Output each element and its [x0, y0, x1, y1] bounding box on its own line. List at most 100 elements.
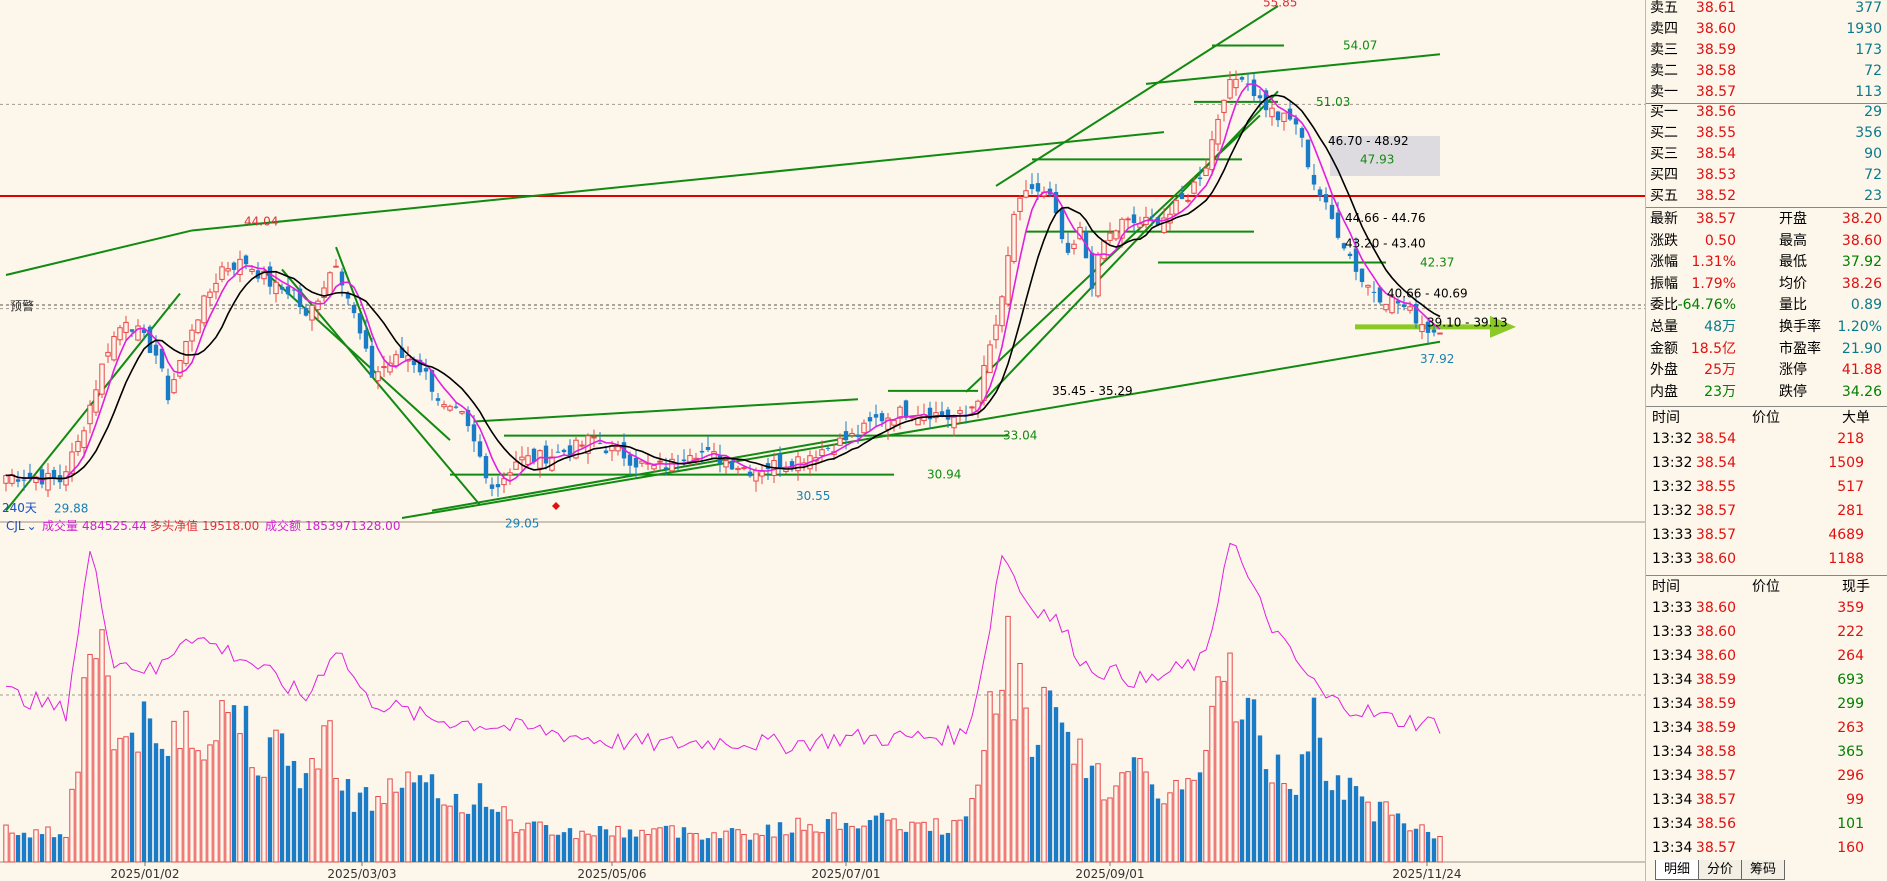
candle	[999, 295, 1005, 333]
candle-body	[1011, 213, 1017, 262]
volume-bar	[213, 740, 219, 863]
tick-vol: 359	[1837, 600, 1864, 616]
candle-body	[21, 479, 27, 481]
price-label: 47.93	[1360, 152, 1394, 166]
price-label: 40.66 - 40.69	[1387, 287, 1468, 301]
bid-vol: 90	[1864, 146, 1882, 162]
volume-bar	[1323, 780, 1329, 862]
candle-body	[249, 268, 255, 272]
volume-bar	[1269, 782, 1275, 863]
candle-body	[1161, 217, 1167, 234]
candle-body	[1437, 332, 1443, 335]
volume-bar	[423, 782, 429, 862]
tick-row: 13:34 38.58 365	[1646, 742, 1887, 763]
candle	[51, 466, 57, 486]
volume-ma-line	[5, 542, 1441, 755]
candle	[1299, 126, 1305, 148]
candle-body	[843, 431, 849, 441]
volume-bar	[981, 750, 987, 863]
volume-bar	[27, 837, 33, 862]
volume-bar	[783, 834, 789, 863]
candle-body	[579, 444, 585, 447]
stat-value: 1.31%	[1691, 254, 1736, 271]
tab-2[interactable]: 筹码	[1741, 860, 1786, 880]
candle-body	[1425, 321, 1431, 333]
tab-1[interactable]: 分价	[1698, 860, 1743, 880]
stat-label: 开盘	[1779, 211, 1807, 227]
marker-diamond	[552, 502, 560, 510]
candle	[159, 348, 165, 372]
tick-time: 13:34	[1652, 672, 1693, 688]
volume-bar	[165, 755, 171, 862]
detail-price: 38.60	[1695, 551, 1736, 567]
volume-bar	[87, 653, 93, 863]
candle-body	[1119, 218, 1125, 239]
detail-row: 13:33 38.57 4689	[1646, 525, 1887, 546]
volume-bar	[1173, 779, 1179, 863]
candle-body	[429, 369, 435, 392]
volume-bar	[111, 749, 117, 863]
candle	[453, 402, 459, 409]
period-label: 240天	[2, 501, 37, 515]
volume-bar	[927, 830, 933, 862]
volume-bar	[885, 819, 891, 863]
volume-bar	[651, 828, 657, 863]
ask-vol: 113	[1855, 84, 1882, 100]
tick-row: 13:33 38.60 359	[1646, 598, 1887, 619]
candle	[1011, 211, 1017, 264]
candle	[1431, 324, 1437, 337]
candle-body	[27, 472, 33, 478]
candle-body	[453, 406, 459, 408]
quote-panel: 卖五 38.61 377 卖四 38.60 1930 卖三 38.59 173 卖二 38.58 72…	[1645, 0, 1887, 881]
candle	[1035, 173, 1041, 200]
candle-body	[225, 268, 231, 272]
svg-text:CJL⌄: CJL ⌄	[6, 519, 37, 533]
candle-body	[117, 327, 123, 341]
candle-body	[345, 293, 351, 299]
detail-row: 13:32 38.54 218	[1646, 429, 1887, 450]
tick-row: 13:33 38.60 222	[1646, 622, 1887, 643]
candle	[87, 400, 93, 434]
volume-bar	[351, 811, 357, 862]
price-label: 44.66 - 44.76	[1345, 211, 1426, 225]
candle	[1023, 180, 1029, 199]
candle	[195, 319, 201, 335]
candle-body	[969, 406, 975, 409]
candle	[1275, 110, 1281, 127]
candle	[111, 331, 117, 362]
tab-0[interactable]: 明细	[1655, 860, 1700, 880]
candle-body	[513, 461, 519, 470]
tick-time: 13:34	[1652, 768, 1693, 784]
candle-body	[417, 359, 423, 373]
volume-bar	[459, 812, 465, 863]
candle	[9, 468, 15, 487]
candle-body	[1035, 183, 1041, 192]
candle-body	[357, 313, 363, 334]
volume-bar	[1233, 721, 1239, 863]
price-label: 46.70 - 48.92	[1328, 134, 1409, 148]
candle	[1143, 206, 1149, 229]
candle-body	[1107, 232, 1113, 241]
candle	[765, 457, 771, 480]
volume-bar	[429, 774, 435, 862]
volume-bar	[621, 837, 627, 862]
volume-bar	[801, 829, 807, 863]
candle-body	[1179, 193, 1185, 200]
candle-body	[1311, 174, 1317, 185]
price-label: 30.55	[796, 489, 830, 503]
chart-grid	[0, 103, 1645, 863]
volume-bar	[1131, 757, 1137, 862]
tick-time: 13:33	[1652, 624, 1693, 640]
candle-body	[489, 484, 495, 489]
volume-bar	[1317, 737, 1323, 862]
candle	[1323, 187, 1329, 210]
candle	[825, 446, 831, 452]
bid-vol: 23	[1864, 188, 1882, 204]
kline-chart[interactable]: 55.85 54.07 51.03 46.70 - 48.92 47.93 44.66 -…	[0, 0, 1645, 881]
tick-vol: 264	[1837, 648, 1864, 664]
candle	[237, 250, 243, 283]
volume-bar	[615, 825, 621, 863]
candle	[429, 369, 435, 401]
candle-body	[333, 265, 339, 268]
volume-bar	[597, 826, 603, 862]
